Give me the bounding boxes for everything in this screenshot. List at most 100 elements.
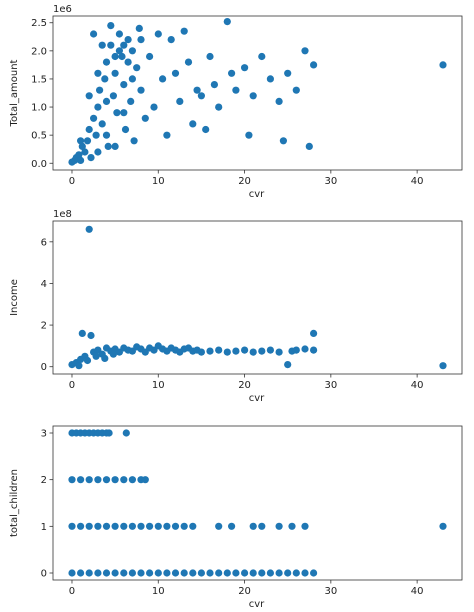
subplot-total-amount-vs-cvr: 0 10 20 30 40 0.0 0.5 1.0 1.5 2.0 2.5 cvr Total_amou… xyxy=(9,4,463,200)
x-axis-title: cvr xyxy=(249,189,265,200)
data-point xyxy=(284,569,292,577)
data-point xyxy=(258,52,266,61)
x-tick-label: 0 xyxy=(69,176,75,187)
data-point xyxy=(102,476,111,484)
data-point xyxy=(120,476,128,484)
data-point xyxy=(122,429,130,437)
data-point xyxy=(210,81,218,89)
data-point xyxy=(241,64,249,72)
data-point xyxy=(141,476,149,484)
data-point xyxy=(111,569,119,577)
data-point xyxy=(85,125,93,134)
data-point xyxy=(193,86,201,94)
x-axis-title: cvr xyxy=(249,599,265,610)
data-point xyxy=(258,522,266,530)
data-point xyxy=(109,92,117,100)
data-point xyxy=(301,345,309,353)
x-tick-label: 20 xyxy=(238,176,251,187)
data-point xyxy=(87,331,95,340)
data-point xyxy=(154,522,162,530)
data-point xyxy=(146,522,154,530)
data-point xyxy=(115,30,123,38)
data-point xyxy=(90,114,98,122)
data-point xyxy=(228,522,236,530)
data-point xyxy=(128,569,136,577)
y-axis-title: Income xyxy=(9,279,20,316)
data-point xyxy=(78,329,86,337)
data-point xyxy=(266,346,274,354)
data-point xyxy=(266,75,274,83)
y-tick-label: 2 xyxy=(41,321,47,332)
x-tick-label: 20 xyxy=(238,586,251,597)
data-point xyxy=(197,348,205,356)
data-point xyxy=(184,58,193,66)
data-point xyxy=(249,92,257,100)
data-point xyxy=(102,131,111,139)
data-point xyxy=(258,569,266,577)
data-point xyxy=(223,18,231,26)
data-point xyxy=(439,61,447,69)
data-point xyxy=(115,47,123,55)
data-point xyxy=(105,429,113,437)
data-point xyxy=(102,522,111,530)
data-point xyxy=(120,522,128,530)
axes-frame xyxy=(52,220,463,375)
data-point xyxy=(94,522,102,530)
data-point xyxy=(163,569,171,577)
x-tick-label: 10 xyxy=(152,586,165,597)
data-point xyxy=(78,142,86,150)
data-point xyxy=(135,24,143,32)
data-point xyxy=(111,52,119,61)
data-point xyxy=(215,103,223,111)
data-point xyxy=(94,103,102,111)
data-point xyxy=(77,476,85,484)
data-point xyxy=(310,329,318,337)
scatter-points xyxy=(68,225,447,370)
data-point xyxy=(128,75,136,83)
x-tick-label: 40 xyxy=(411,176,424,187)
data-point xyxy=(279,137,287,145)
data-point xyxy=(310,61,318,69)
y-tick-label: 0.0 xyxy=(31,159,47,170)
data-point xyxy=(124,58,132,66)
subplot-total-children-vs-cvr: 0 10 20 30 40 0 1 2 3 cvr total_children xyxy=(9,425,463,610)
data-point xyxy=(197,569,205,577)
y-axis-title: Total_amount xyxy=(9,59,20,127)
x-tick-label: 10 xyxy=(152,380,165,391)
data-point xyxy=(241,346,249,354)
data-point xyxy=(223,569,231,577)
data-point xyxy=(206,569,214,577)
x-tick-label: 0 xyxy=(69,380,75,391)
data-point xyxy=(228,69,236,77)
data-point xyxy=(249,348,257,356)
data-point xyxy=(128,476,136,484)
data-point xyxy=(310,346,318,354)
data-point xyxy=(92,352,100,360)
y-tick-label: 4 xyxy=(41,279,47,290)
data-point xyxy=(113,109,121,117)
data-point xyxy=(109,350,117,358)
data-point xyxy=(120,109,128,117)
x-tick-label: 10 xyxy=(152,176,165,187)
data-point xyxy=(258,347,266,355)
data-point xyxy=(241,569,249,577)
data-point xyxy=(130,137,138,145)
data-point xyxy=(206,52,214,61)
data-point xyxy=(85,569,93,577)
data-point xyxy=(118,52,126,61)
data-point xyxy=(77,522,85,530)
data-point xyxy=(111,69,119,77)
data-point xyxy=(83,137,92,145)
data-point xyxy=(167,36,175,44)
data-point xyxy=(137,569,145,577)
data-point xyxy=(128,47,136,55)
data-point xyxy=(98,41,106,49)
data-point xyxy=(85,476,93,484)
data-point xyxy=(292,569,300,577)
data-point xyxy=(189,120,197,128)
y-tick-label: 1 xyxy=(41,522,47,533)
data-point xyxy=(120,41,128,49)
data-point xyxy=(68,476,76,484)
data-point xyxy=(77,156,85,164)
